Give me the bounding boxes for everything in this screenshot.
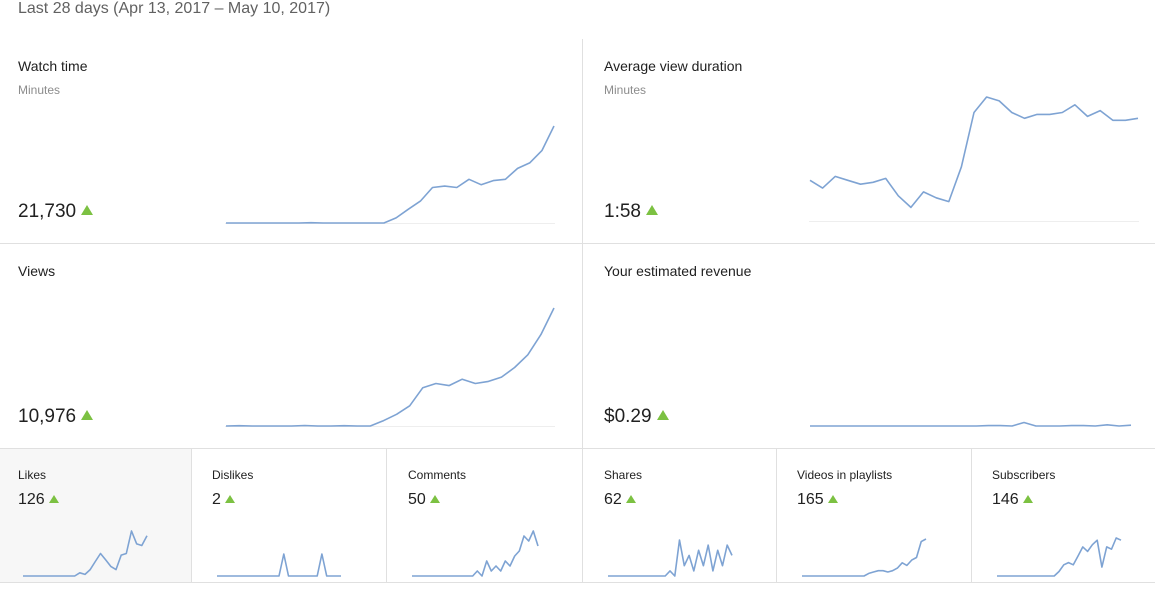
card-value: 126 <box>18 491 59 509</box>
up-arrow-icon <box>429 495 440 503</box>
card-title: Watch time <box>18 58 88 74</box>
watch-time-card[interactable]: Watch time Minutes 21,730 <box>0 39 583 244</box>
metric-value: 126 <box>18 491 45 508</box>
card-subtitle: Minutes <box>604 83 647 97</box>
card-value: $0.29 <box>604 406 669 428</box>
metric-value: 165 <box>797 491 824 508</box>
dislikes-sparkline <box>217 553 341 577</box>
revenue-sparkline <box>810 421 1132 427</box>
up-arrow-icon <box>827 495 838 503</box>
subscribers-series-line <box>997 537 1122 577</box>
metric-value: 1:58 <box>604 201 641 222</box>
shares-sparkline <box>608 539 733 577</box>
card-title: Your estimated revenue <box>604 263 752 279</box>
views-sparkline <box>225 307 555 427</box>
dislikes-series-line <box>217 553 341 577</box>
videos-in-playlists-card[interactable]: Videos in playlists 165 <box>777 449 972 583</box>
card-value: 10,976 <box>18 406 94 428</box>
metric-value: 10,976 <box>18 406 77 427</box>
likes-series-line <box>23 530 148 577</box>
avg-view-duration-card[interactable]: Average view duration Minutes 1:58 <box>583 39 1155 244</box>
card-value: 62 <box>604 491 636 509</box>
metric-value: 62 <box>604 491 622 508</box>
metric-value: 146 <box>992 491 1019 508</box>
revenue-card[interactable]: Your estimated revenue $0.29 <box>583 244 1155 449</box>
up-arrow-icon <box>625 495 636 503</box>
revenue-series-line <box>810 421 1132 427</box>
card-title: Subscribers <box>992 468 1056 482</box>
likes-sparkline <box>23 530 148 577</box>
metric-value: $0.29 <box>604 406 652 427</box>
card-title: Average view duration <box>604 58 743 74</box>
metric-value: 2 <box>212 491 221 508</box>
up-arrow-icon <box>1022 495 1033 503</box>
card-value: 2 <box>212 491 235 509</box>
subscribers-card[interactable]: Subscribers 146 <box>972 449 1155 583</box>
up-arrow-icon <box>81 205 94 215</box>
comments-card[interactable]: Comments 50 <box>387 449 583 583</box>
dislikes-card[interactable]: Dislikes 2 <box>192 449 387 583</box>
date-range-header: Last 28 days (Apr 13, 2017 – May 10, 201… <box>0 0 1155 40</box>
avg-view-duration-sparkline <box>809 96 1139 222</box>
card-value: 21,730 <box>18 201 94 223</box>
watch-time-series-line <box>226 125 555 224</box>
comments-series-line <box>412 530 539 577</box>
card-title: Comments <box>408 468 467 482</box>
metric-value: 50 <box>408 491 426 508</box>
date-range-label[interactable]: Last 28 days (Apr 13, 2017 – May 10, 201… <box>18 0 331 17</box>
card-title: Dislikes <box>212 468 254 482</box>
watch-time-sparkline <box>225 125 555 224</box>
videos-in-playlists-sparkline <box>802 538 927 577</box>
metric-value: 21,730 <box>18 201 77 222</box>
up-arrow-icon <box>81 410 94 420</box>
card-title: Shares <box>604 468 643 482</box>
up-arrow-icon <box>645 205 658 215</box>
views-card[interactable]: Views 10,976 <box>0 244 583 449</box>
card-title: Views <box>18 263 56 279</box>
card-value: 165 <box>797 491 838 509</box>
card-value: 50 <box>408 491 440 509</box>
shares-card[interactable]: Shares 62 <box>583 449 777 583</box>
card-title: Likes <box>18 468 47 482</box>
card-title: Videos in playlists <box>797 468 893 482</box>
card-subtitle: Minutes <box>18 83 61 97</box>
comments-sparkline <box>412 530 539 577</box>
avg-view-duration-series-line <box>809 96 1139 209</box>
card-value: 146 <box>992 491 1033 509</box>
up-arrow-icon <box>224 495 235 503</box>
likes-card[interactable]: Likes 126 <box>0 449 192 583</box>
card-value: 1:58 <box>604 201 658 223</box>
up-arrow-icon <box>48 495 59 503</box>
subscribers-sparkline <box>997 537 1122 577</box>
up-arrow-icon <box>656 410 669 420</box>
views-series-line <box>225 307 555 427</box>
shares-series-line <box>608 539 733 577</box>
videos-in-playlists-series-line <box>802 538 927 577</box>
